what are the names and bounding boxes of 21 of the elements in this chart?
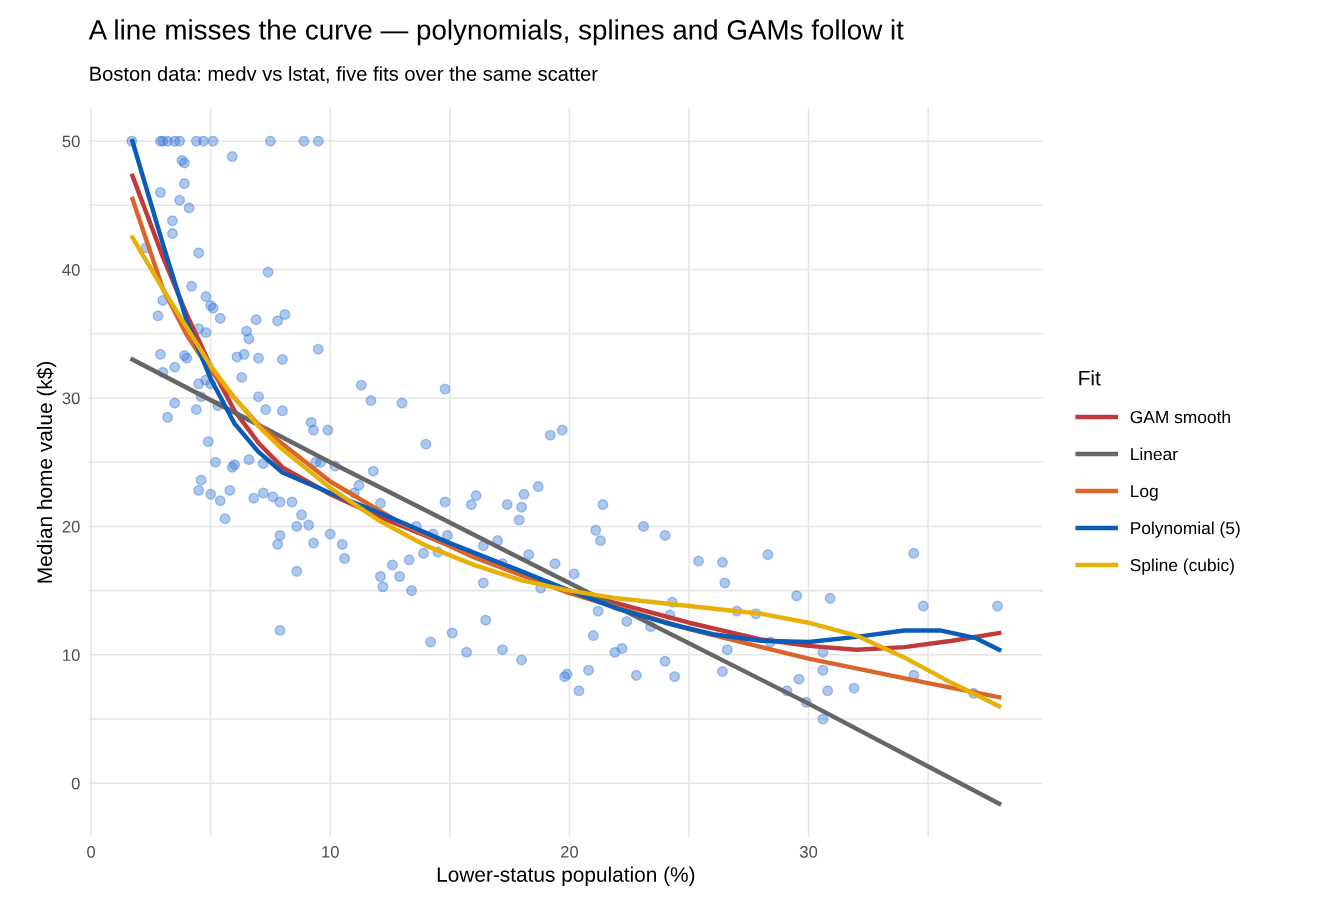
legend-label: Polynomial (5) [1131,521,1240,538]
line-series [130,357,1002,807]
legend-label: GAM smooth [1130,410,1230,424]
x-tick-label: 20 [560,845,579,858]
y-tick-label: 0 [71,777,80,790]
legend-label: Log [1131,485,1158,501]
x-tick-label: 30 [799,845,818,858]
legend-label: Spline (cubic) [1130,558,1234,575]
x-axis-title: Lower-status population (%) [437,866,695,887]
y-tick-label: 40 [62,263,80,276]
legend-title: Fit [1079,370,1101,386]
legend-label: Linear [1131,447,1178,461]
y-axis-title: Median home value (k$) [36,362,57,583]
y-tick-label: 50 [62,135,80,148]
chart-title: A line misses the curve — polynomials, splines and GAMs follow it [88,19,904,46]
y-tick-label: 10 [63,649,80,662]
x-tick-label: 10 [322,845,339,858]
chart-subtitle: Boston data: medv vs lstat, five fits over the same scatter [90,66,598,84]
x-tick-label: 0 [87,845,96,858]
y-tick-label: 20 [62,520,80,533]
y-tick-label: 30 [62,392,80,405]
